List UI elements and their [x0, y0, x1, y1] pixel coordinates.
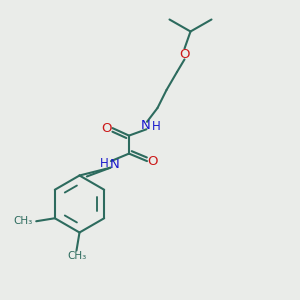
- Text: H: H: [152, 120, 160, 133]
- Text: O: O: [101, 122, 112, 135]
- Text: O: O: [179, 47, 190, 61]
- Text: O: O: [148, 154, 158, 168]
- Text: CH₃: CH₃: [14, 216, 33, 226]
- Text: N: N: [141, 119, 150, 132]
- Text: CH₃: CH₃: [67, 251, 86, 261]
- Text: N: N: [110, 158, 119, 171]
- Text: H: H: [100, 157, 109, 170]
